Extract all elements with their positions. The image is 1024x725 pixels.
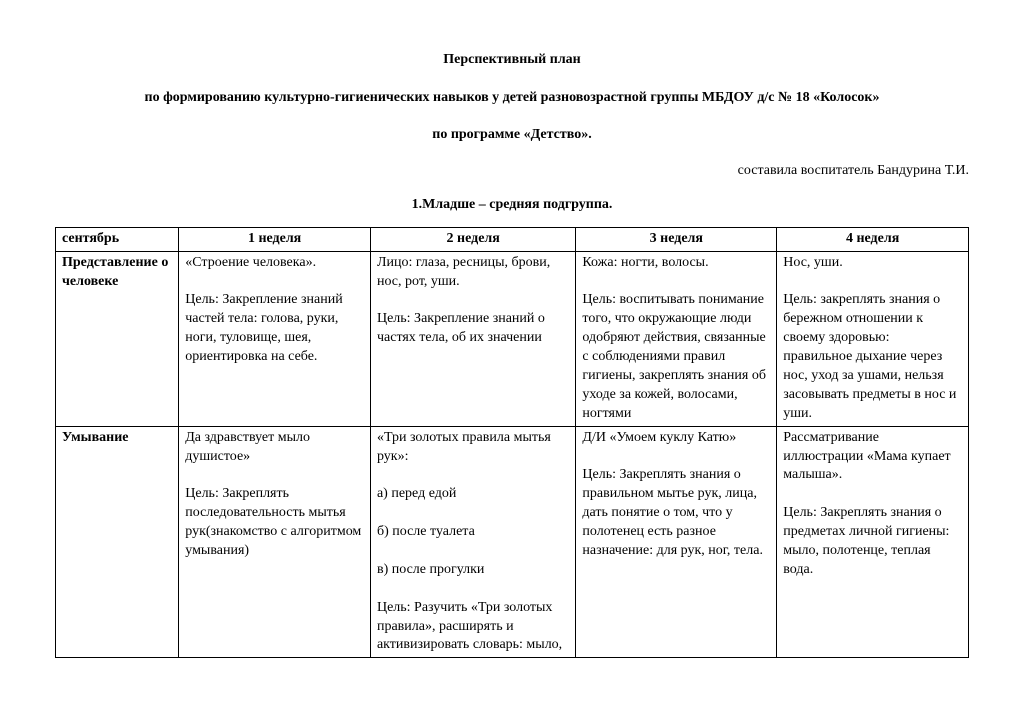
col-header-week1: 1 неделя [179,227,371,251]
cell: Рассматривание иллюстрации «Мама купает … [777,426,969,658]
col-header-month: сентябрь [56,227,179,251]
doc-title-3: по программе «Детство». [55,125,969,145]
cell-text: Лицо: глаза, ресницы, брови, нос, рот, у… [377,254,569,348]
cell: Лицо: глаза, ресницы, брови, нос, рот, у… [370,251,575,426]
col-header-week2: 2 неделя [370,227,575,251]
table-row: Умывание Да здравствует мыло душистое» Ц… [56,426,969,658]
cell-text: «Три золотых правила мытья рук»: а) пере… [377,429,569,656]
row-head: Умывание [56,426,179,658]
doc-title-2: по формированию культурно-гигиенических … [55,88,969,108]
plan-table: сентябрь 1 неделя 2 неделя 3 неделя 4 не… [55,227,969,659]
cell: Кожа: ногти, волосы. Цель: воспитывать п… [576,251,777,426]
cell-text: Нос, уши. Цель: закреплять знания о бере… [783,254,962,424]
cell: Д/И «Умоем куклу Катю» Цель: Закреплять … [576,426,777,658]
section-heading: 1.Младше – средняя подгруппа. [55,197,969,213]
cell-text: Да здравствует мыло душистое» Цель: Закр… [185,429,364,561]
col-header-week4: 4 неделя [777,227,969,251]
cell: Нос, уши. Цель: закреплять знания о бере… [777,251,969,426]
table-header-row: сентябрь 1 неделя 2 неделя 3 неделя 4 не… [56,227,969,251]
col-header-week3: 3 неделя [576,227,777,251]
cell-text: Рассматривание иллюстрации «Мама купает … [783,429,962,580]
cell-text: Д/И «Умоем куклу Катю» Цель: Закреплять … [582,429,770,561]
doc-title-1: Перспективный план [55,50,969,70]
cell: «Три золотых правила мытья рук»: а) пере… [370,426,575,658]
doc-author: составила воспитатель Бандурина Т.И. [55,163,969,179]
cell: Да здравствует мыло душистое» Цель: Закр… [179,426,371,658]
cell: «Строение человека». Цель: Закрепление з… [179,251,371,426]
cell-text: «Строение человека». Цель: Закрепление з… [185,254,364,367]
row-head: Представление о человеке [56,251,179,426]
table-row: Представление о человеке «Строение челов… [56,251,969,426]
cell-text: Кожа: ногти, волосы. Цель: воспитывать п… [582,254,770,424]
